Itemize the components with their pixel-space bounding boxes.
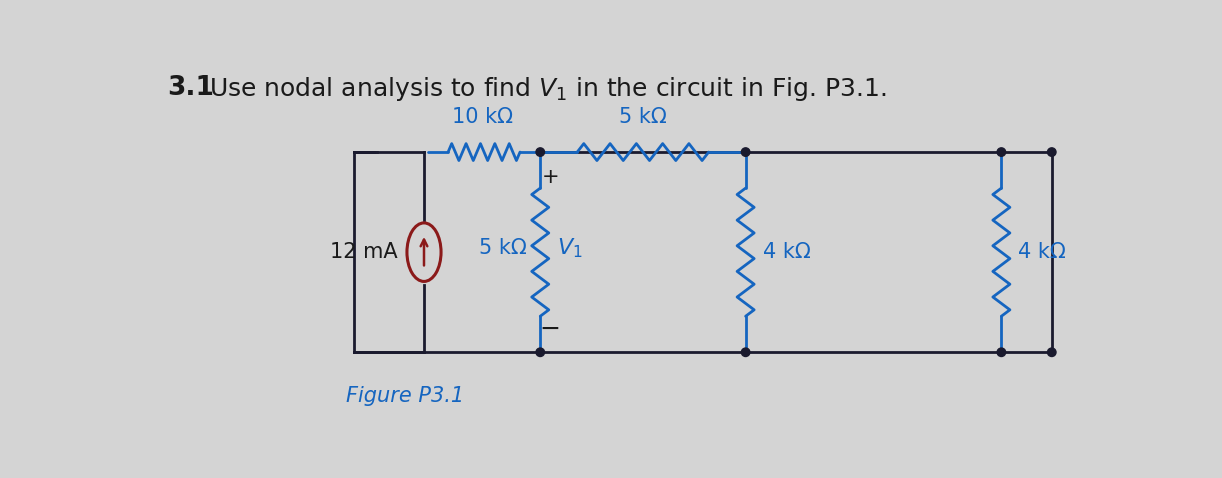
Text: Use nodal analysis to find $V_1$ in the circuit in Fig. P3.1.: Use nodal analysis to find $V_1$ in the … — [209, 75, 886, 103]
Text: $V_1$: $V_1$ — [557, 237, 583, 260]
Text: Figure P3.1: Figure P3.1 — [347, 386, 464, 406]
Circle shape — [536, 348, 545, 357]
Circle shape — [997, 148, 1006, 156]
Text: 4 kΩ: 4 kΩ — [1018, 242, 1066, 262]
Text: 4 kΩ: 4 kΩ — [763, 242, 810, 262]
Text: +: + — [541, 167, 560, 187]
Circle shape — [742, 148, 750, 156]
Circle shape — [1047, 148, 1056, 156]
Text: −: − — [540, 317, 561, 341]
Text: 10 kΩ: 10 kΩ — [452, 108, 512, 128]
Circle shape — [742, 348, 750, 357]
Text: 3.1: 3.1 — [166, 75, 214, 101]
Text: 5 kΩ: 5 kΩ — [620, 108, 667, 128]
Circle shape — [1047, 348, 1056, 357]
Text: 12 mA: 12 mA — [330, 242, 397, 262]
Text: 5 kΩ: 5 kΩ — [479, 239, 527, 258]
Circle shape — [997, 348, 1006, 357]
Circle shape — [536, 148, 545, 156]
